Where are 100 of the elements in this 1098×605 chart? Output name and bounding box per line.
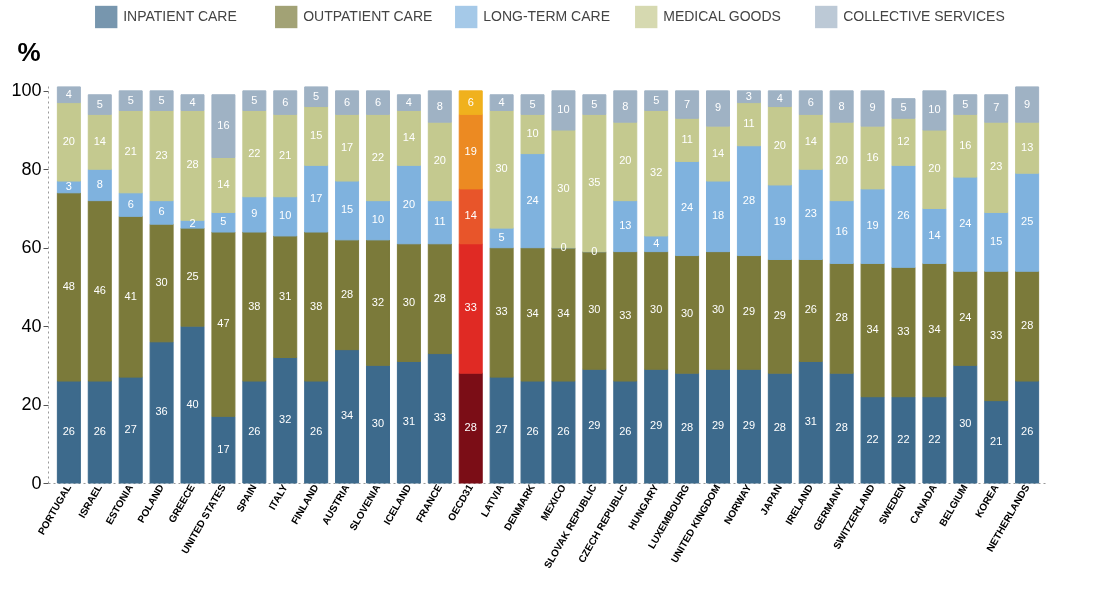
data-label: 5 — [653, 93, 660, 106]
data-label: 10 — [928, 103, 941, 116]
data-label: 4 — [405, 95, 412, 108]
data-label: 15 — [340, 203, 354, 216]
data-label: 16 — [866, 150, 879, 163]
data-label: 6 — [467, 95, 474, 108]
data-label: 22 — [371, 150, 385, 163]
data-label: 40 — [186, 397, 199, 410]
data-label: 6 — [282, 95, 289, 108]
data-label: 30 — [371, 417, 385, 430]
data-label: 26 — [526, 425, 539, 438]
data-label: 23 — [804, 207, 817, 220]
data-label: 14 — [93, 134, 106, 147]
data-label: 14 — [402, 130, 416, 143]
data-label: 33 — [619, 309, 632, 322]
data-label: 31 — [402, 415, 416, 428]
data-label: 9 — [1024, 97, 1031, 110]
data-label: 29 — [588, 419, 601, 432]
data-label: 32 — [371, 295, 385, 308]
data-label: 26 — [93, 425, 106, 438]
data-label: 26 — [310, 425, 323, 438]
data-label: 33 — [495, 305, 508, 318]
data-label: 4 — [65, 87, 72, 100]
data-label: 28 — [835, 311, 848, 324]
data-label: 34 — [526, 307, 539, 320]
data-label: 31 — [279, 289, 292, 302]
data-label: 17 — [217, 442, 230, 455]
data-label: 16 — [217, 119, 230, 132]
data-label: 28 — [1021, 319, 1034, 332]
data-label: 8 — [838, 99, 845, 112]
data-label: 20 — [619, 154, 632, 167]
data-label: 8 — [96, 177, 103, 190]
data-label: 33 — [464, 301, 477, 314]
data-label: 26 — [619, 425, 632, 438]
data-label: 26 — [804, 303, 817, 316]
data-label: 5 — [498, 230, 505, 243]
data-label: 30 — [680, 307, 694, 320]
data-label: 6 — [158, 205, 165, 218]
data-label: 30 — [402, 295, 416, 308]
data-label: 26 — [897, 209, 910, 222]
data-label: 48 — [62, 279, 75, 292]
data-label: 10 — [557, 103, 570, 116]
y-tick-label: 0 — [31, 472, 42, 493]
data-label: 41 — [124, 289, 137, 302]
data-label: 14 — [711, 146, 725, 159]
data-label: 23 — [155, 148, 168, 161]
data-label: 33 — [897, 325, 910, 338]
data-label: 30 — [711, 303, 725, 316]
data-label: 32 — [279, 413, 292, 426]
data-label: 14 — [217, 177, 230, 190]
y-tick-label: 80 — [21, 158, 42, 179]
data-label: 7 — [993, 101, 1000, 114]
data-label: 5 — [313, 89, 320, 102]
data-label: 22 — [928, 432, 941, 445]
data-label: 11 — [434, 215, 446, 228]
data-label: 8 — [436, 99, 443, 112]
data-label: 21 — [124, 144, 137, 157]
data-label: 15 — [990, 234, 1003, 247]
data-label: 10 — [279, 209, 292, 222]
data-label: 24 — [959, 311, 972, 324]
data-label: 29 — [742, 419, 756, 432]
data-label: 15 — [310, 128, 323, 141]
data-label: 5 — [220, 215, 227, 228]
data-label: 19 — [866, 219, 879, 232]
data-label: 28 — [433, 291, 446, 304]
data-label: 26 — [1021, 425, 1034, 438]
data-label: 2 — [189, 217, 196, 230]
data-label: 34 — [866, 323, 879, 336]
data-label: 38 — [310, 299, 323, 312]
y-tick-label: 40 — [21, 315, 42, 336]
data-label: 10 — [371, 213, 385, 226]
legend-label: OUTPATIENT CARE — [303, 8, 433, 24]
data-label: 23 — [990, 160, 1003, 173]
data-label: 28 — [773, 421, 786, 434]
data-label: 28 — [340, 287, 354, 300]
data-label: 3 — [745, 89, 752, 102]
y-tick-label: 60 — [21, 237, 42, 258]
data-label: 33 — [433, 411, 446, 424]
data-label: 3 — [65, 179, 72, 192]
data-label: 30 — [495, 162, 508, 175]
data-label: 20 — [928, 162, 941, 175]
data-label: 34 — [340, 409, 354, 422]
data-label: 24 — [680, 201, 694, 214]
data-label: 20 — [62, 134, 75, 147]
data-label: 38 — [248, 299, 261, 312]
legend-label: INPATIENT CARE — [123, 8, 237, 24]
data-label: 21 — [279, 148, 292, 161]
data-label: 30 — [650, 303, 663, 316]
data-label: 22 — [248, 146, 261, 159]
data-label: 24 — [959, 217, 972, 230]
data-label: 6 — [374, 95, 382, 108]
data-label: 17 — [310, 191, 323, 204]
data-label: 4 — [776, 91, 783, 104]
data-label: 46 — [93, 283, 106, 296]
data-label: 22 — [866, 432, 879, 445]
data-label: 5 — [96, 97, 103, 110]
data-label: 9 — [251, 207, 258, 220]
data-label: 29 — [650, 419, 663, 432]
data-label: 10 — [526, 126, 539, 139]
data-label: 35 — [588, 176, 601, 188]
